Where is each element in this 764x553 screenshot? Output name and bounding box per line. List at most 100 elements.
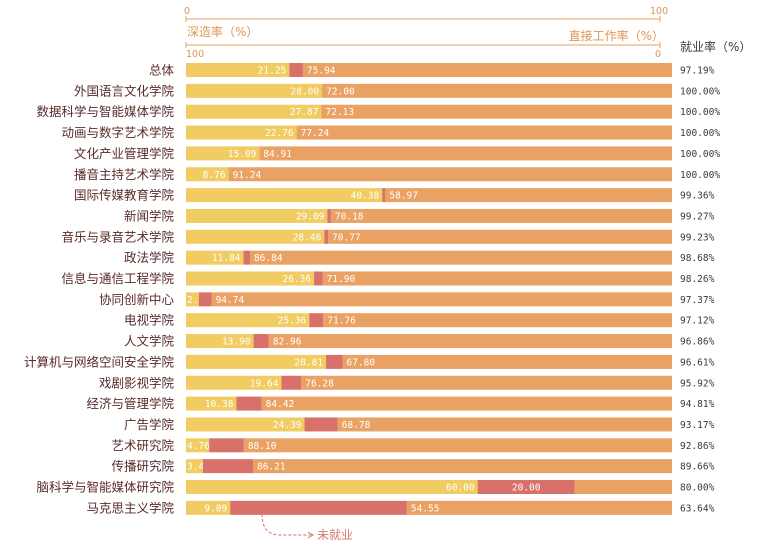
direct-work-value-label: 72.00 — [326, 86, 355, 97]
bottom-axis-min-label: 100 — [186, 49, 204, 60]
direct-work-bar — [249, 250, 673, 265]
top-axis-min-label: 0 — [184, 6, 190, 17]
direct-work-bar — [228, 167, 672, 182]
bar-row: 协同创新中心 2.6 94.74 97.37% — [99, 292, 715, 307]
bar-row: 总体 21.25 75.94 97.19% — [149, 63, 715, 78]
direct-work-value-label: 70.77 — [332, 232, 361, 243]
category-label: 新闻学院 — [124, 208, 175, 223]
employment-rate-label: 100.00% — [680, 128, 720, 139]
further-study-value-label: 19.64 — [250, 378, 279, 389]
bottom-axis: 直接工作率（%） 100 0 — [185, 28, 664, 60]
employment-rate-label: 98.26% — [680, 274, 715, 285]
further-study-value-label: 28.81 — [294, 357, 323, 368]
direct-work-bar — [259, 146, 672, 161]
bottom-axis-title: 直接工作率（%） — [569, 28, 664, 43]
category-label: 音乐与录音艺术学院 — [61, 229, 174, 244]
employment-rate-label: 96.61% — [680, 357, 715, 368]
direct-work-bar — [302, 63, 672, 77]
further-study-bar — [186, 104, 322, 119]
direct-work-value-label: 67.80 — [346, 357, 375, 368]
bar-row: 脑科学与智能媒体研究院 60.00 20.00 80.00% — [36, 480, 714, 495]
direct-work-value-label: 77.24 — [301, 128, 330, 139]
unemployed-bar — [327, 208, 331, 223]
unemployed-bar — [202, 459, 254, 474]
unemployed-bar — [289, 63, 303, 77]
category-label: 播音主持艺术学院 — [74, 167, 175, 182]
direct-work-value-label: 86.21 — [257, 462, 286, 473]
bar-row: 经济与管理学院 10.38 84.42 94.81% — [86, 396, 714, 411]
further-study-value-label: 21.25 — [258, 66, 287, 77]
further-study-bar — [186, 354, 327, 369]
employment-rate-header: 就业率（%） — [680, 39, 751, 54]
unemployed-bar — [253, 334, 269, 349]
employment-rate-label: 100.00% — [680, 149, 720, 160]
bar-row: 马克思主义学院 9.09 54.55 63.64% — [86, 500, 714, 515]
direct-work-value-label: 75.94 — [307, 66, 336, 77]
further-study-value-label: 25.36 — [278, 316, 307, 327]
unemployed-bar — [324, 229, 329, 244]
category-label: 政法学院 — [124, 250, 175, 265]
direct-work-value-label: 86.84 — [254, 253, 283, 264]
further-study-value-label: 10.38 — [205, 399, 234, 410]
direct-work-bar — [321, 104, 672, 119]
bar-row: 艺术研究院 4.76 88.10 92.86% — [111, 438, 714, 453]
employment-rate-label: 80.00% — [680, 483, 715, 494]
further-study-value-label: 26.36 — [283, 274, 312, 285]
further-study-value-label: 28.00 — [290, 86, 319, 97]
employment-rate-label: 99.23% — [680, 232, 715, 243]
unemployed-bar — [326, 354, 343, 369]
bar-row: 音乐与录音艺术学院 28.46 70.77 99.23% — [61, 229, 714, 244]
bar-row: 戏剧影视学院 19.64 76.28 95.92% — [99, 375, 715, 390]
employment-rate-label: 92.86% — [680, 441, 715, 452]
unemployed-bar — [477, 480, 575, 494]
direct-work-bar — [301, 375, 672, 390]
category-label: 经济与管理学院 — [86, 396, 174, 411]
direct-work-value-label: 68.78 — [342, 420, 371, 431]
further-study-value-label: 60.00 — [446, 483, 475, 494]
category-label: 国际传媒教育学院 — [74, 188, 175, 203]
direct-work-value-label: 76.28 — [305, 378, 334, 389]
direct-work-bar — [322, 83, 672, 98]
further-study-bar — [186, 271, 315, 286]
further-study-value-label: 9.09 — [204, 503, 227, 514]
unemployed-bar — [314, 271, 323, 286]
direct-work-value-label: 72.13 — [325, 107, 354, 118]
category-label: 协同创新中心 — [99, 292, 175, 307]
category-label: 文化产业管理学院 — [74, 146, 175, 161]
category-label: 广告学院 — [124, 417, 175, 432]
further-study-bar — [186, 500, 231, 515]
further-study-value-label: 11.84 — [212, 253, 241, 264]
bottom-axis-max-label: 0 — [655, 49, 661, 60]
further-study-bar — [186, 63, 290, 77]
direct-work-value-label: 70.18 — [335, 211, 364, 222]
bar-row: 人文学院 13.90 82.96 96.86% — [124, 334, 715, 349]
employment-rate-label: 93.17% — [680, 420, 715, 431]
direct-work-value-label: 84.91 — [263, 149, 292, 160]
employment-rate-label: 96.86% — [680, 337, 715, 348]
further-study-bar — [186, 459, 203, 474]
top-axis-max-label: 100 — [650, 6, 668, 17]
bar-row: 国际传媒教育学院 40.38 58.97 99.36% — [74, 188, 715, 203]
direct-work-bar — [342, 354, 672, 369]
direct-work-bar — [328, 229, 672, 244]
employment-rate-label: 63.64% — [680, 503, 715, 514]
further-study-bar — [186, 480, 478, 494]
unemployed-bar — [209, 438, 244, 453]
bar-row: 文化产业管理学院 15.09 84.91 100.00% — [74, 146, 720, 161]
further-study-value-label: 22.76 — [265, 128, 294, 139]
further-study-bar — [186, 417, 305, 432]
category-label: 数据科学与智能媒体学院 — [36, 104, 174, 119]
further-study-bar — [186, 188, 383, 203]
unemployed-value-label: 20.00 — [512, 483, 541, 494]
bars-group: 总体 21.25 75.94 97.19% 外国语言文化学院 28.00 72.00 100.… — [24, 63, 720, 516]
employment-rate-label: 100.00% — [680, 107, 720, 118]
direct-work-value-label: 91.24 — [233, 170, 262, 181]
employment-rate-label: 99.36% — [680, 191, 715, 202]
unemployed-bar — [198, 292, 212, 307]
top-axis: 0 100 深造率（%） — [184, 6, 668, 39]
direct-work-value-label: 58.97 — [389, 191, 418, 202]
further-study-value-label: 15.09 — [228, 149, 257, 160]
further-study-bar — [186, 229, 325, 244]
further-study-value-label: 40.38 — [351, 191, 380, 202]
